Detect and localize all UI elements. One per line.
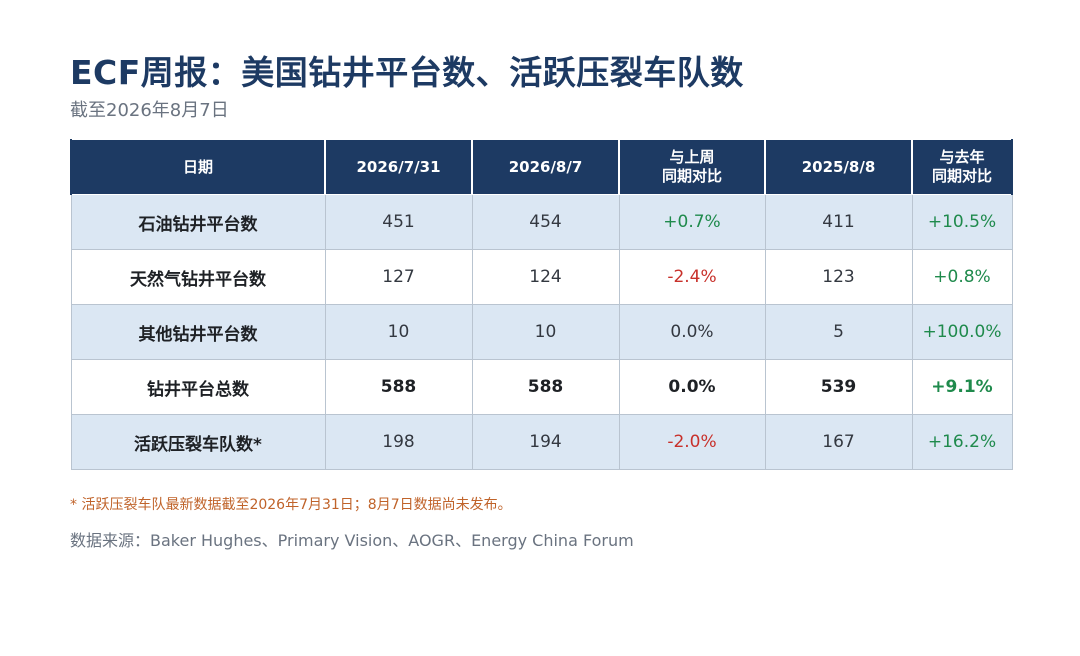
table-row: 其他钻井平台数 10 10 0.0% 5 +100.0% <box>70 304 1013 360</box>
column-header-2026-8-7: 2026/8/7 <box>471 139 620 195</box>
column-header-2025-8-8: 2025/8/8 <box>764 139 913 195</box>
cell-week-over-week: -2.0% <box>618 414 766 470</box>
table-header-row: 日期 2026/7/31 2026/8/7 与上周 同期对比 2025/8/8 与… <box>70 139 1013 195</box>
cell-year-over-year: +16.2% <box>911 414 1013 470</box>
cell-2025-8-8: 5 <box>764 304 913 360</box>
footnote: * 活跃压裂车队最新数据截至2026年7月31日；8月7日数据尚未发布。 <box>70 497 512 513</box>
column-header-year-over-year: 与去年 同期对比 <box>911 139 1013 195</box>
cell-2026-8-7: 124 <box>471 249 620 305</box>
table-row: 石油钻井平台数 451 454 +0.7% 411 +10.5% <box>70 194 1013 250</box>
cell-year-over-year: +9.1% <box>911 359 1013 415</box>
cell-week-over-week: 0.0% <box>618 359 766 415</box>
page-subtitle: 截至2026年8月7日 <box>70 100 229 121</box>
row-label: 活跃压裂车队数* <box>70 414 326 470</box>
cell-week-over-week: -2.4% <box>618 249 766 305</box>
cell-year-over-year: +0.8% <box>911 249 1013 305</box>
cell-2026-7-31: 588 <box>324 359 473 415</box>
cell-2026-7-31: 127 <box>324 249 473 305</box>
column-header-2026-7-31: 2026/7/31 <box>324 139 473 195</box>
row-label: 其他钻井平台数 <box>70 304 326 360</box>
table-row: 钻井平台总数 588 588 0.0% 539 +9.1% <box>70 359 1013 415</box>
row-label: 天然气钻井平台数 <box>70 249 326 305</box>
cell-week-over-week: 0.0% <box>618 304 766 360</box>
cell-2025-8-8: 167 <box>764 414 913 470</box>
table-row: 活跃压裂车队数* 198 194 -2.0% 167 +16.2% <box>70 414 1013 470</box>
cell-year-over-year: +10.5% <box>911 194 1013 250</box>
cell-2026-7-31: 10 <box>324 304 473 360</box>
row-label: 石油钻井平台数 <box>70 194 326 250</box>
cell-2026-7-31: 198 <box>324 414 473 470</box>
cell-2026-7-31: 451 <box>324 194 473 250</box>
column-header-week-over-week: 与上周 同期对比 <box>618 139 766 195</box>
page-title: ECF周报：美国钻井平台数、活跃压裂车队数 <box>70 53 744 92</box>
cell-week-over-week: +0.7% <box>618 194 766 250</box>
row-label: 钻井平台总数 <box>70 359 326 415</box>
rig-count-table: 日期 2026/7/31 2026/8/7 与上周 同期对比 2025/8/8 与… <box>70 139 1013 470</box>
cell-year-over-year: +100.0% <box>911 304 1013 360</box>
cell-2025-8-8: 539 <box>764 359 913 415</box>
cell-2026-8-7: 194 <box>471 414 620 470</box>
cell-2025-8-8: 123 <box>764 249 913 305</box>
cell-2026-8-7: 454 <box>471 194 620 250</box>
table-row: 天然气钻井平台数 127 124 -2.4% 123 +0.8% <box>70 249 1013 305</box>
cell-2026-8-7: 588 <box>471 359 620 415</box>
cell-2025-8-8: 411 <box>764 194 913 250</box>
column-header-date: 日期 <box>70 139 326 195</box>
data-source-note: 数据来源：Baker Hughes、Primary Vision、AOGR、En… <box>70 531 634 550</box>
cell-2026-8-7: 10 <box>471 304 620 360</box>
